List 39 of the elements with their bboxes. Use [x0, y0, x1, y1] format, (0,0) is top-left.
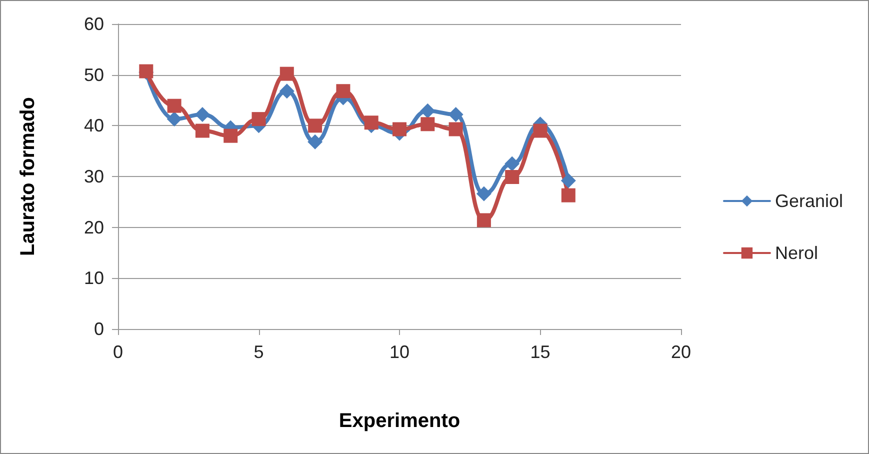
point: [561, 188, 576, 202]
point: [195, 124, 210, 138]
point: [167, 98, 182, 113]
y-tick-label: 40: [84, 116, 104, 136]
y-axis-title: Laurato formado: [17, 97, 39, 256]
y-tick-label: 60: [84, 14, 104, 34]
y-tick-label: 10: [84, 268, 104, 288]
point: [420, 103, 436, 118]
point: [476, 213, 491, 228]
point: [533, 124, 548, 138]
point: [505, 170, 520, 184]
point: [279, 84, 294, 99]
point: [224, 128, 238, 143]
y-tick-label: 20: [84, 217, 104, 238]
point: [392, 122, 406, 136]
x-tick-label: 10: [389, 342, 410, 362]
point: [336, 84, 350, 98]
x-axis-title: Experimento: [338, 410, 460, 432]
point: [280, 66, 294, 81]
point: [166, 112, 182, 127]
y-tick-label: 0: [94, 319, 104, 339]
point: [252, 112, 266, 126]
point: [476, 186, 492, 202]
x-tick-label: 20: [670, 342, 692, 362]
point: [504, 156, 520, 172]
x-tick-label: 0: [112, 342, 124, 362]
legend-label: Geraniol: [774, 191, 844, 211]
point: [308, 118, 322, 133]
point: [448, 106, 464, 122]
point: [308, 134, 323, 150]
legend-label: Nerol: [774, 243, 818, 263]
y-tick-label: 50: [84, 64, 104, 85]
point: [420, 117, 435, 132]
point: [560, 173, 576, 188]
point: [194, 106, 210, 122]
y-tick-label: 30: [84, 166, 104, 186]
x-tick-label: 15: [530, 342, 550, 362]
point: [448, 122, 463, 136]
x-tick-label: 5: [254, 342, 264, 362]
